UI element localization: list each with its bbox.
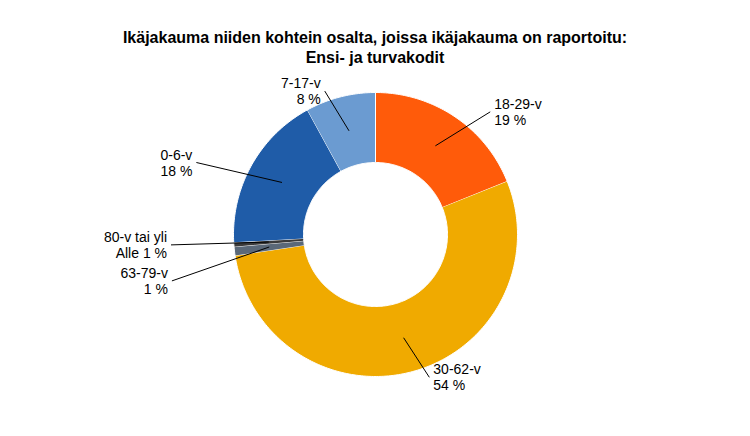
- html-text:Ikäjakauma niiden kohtein osal: Ikäjakauma niiden kohtein osalta, joissa…: [122, 29, 628, 46]
- svg-text:63-79-v1 %: 63-79-v1 %: [120, 265, 167, 297]
- html-text:Ensi- ja turvakodit: Ensi- ja turvakodit: [305, 49, 445, 66]
- svg-text:0-6-v18 %: 0-6-v18 %: [160, 147, 192, 179]
- svg-text:30-62-v54 %: 30-62-v54 %: [433, 361, 480, 393]
- svg-text:18-29-v19 %: 18-29-v19 %: [494, 96, 541, 128]
- svg-text:7-17-v8 %: 7-17-v8 %: [281, 75, 321, 107]
- svg-text:80-v tai yliAlle 1 %: 80-v tai yliAlle 1 %: [104, 229, 167, 261]
